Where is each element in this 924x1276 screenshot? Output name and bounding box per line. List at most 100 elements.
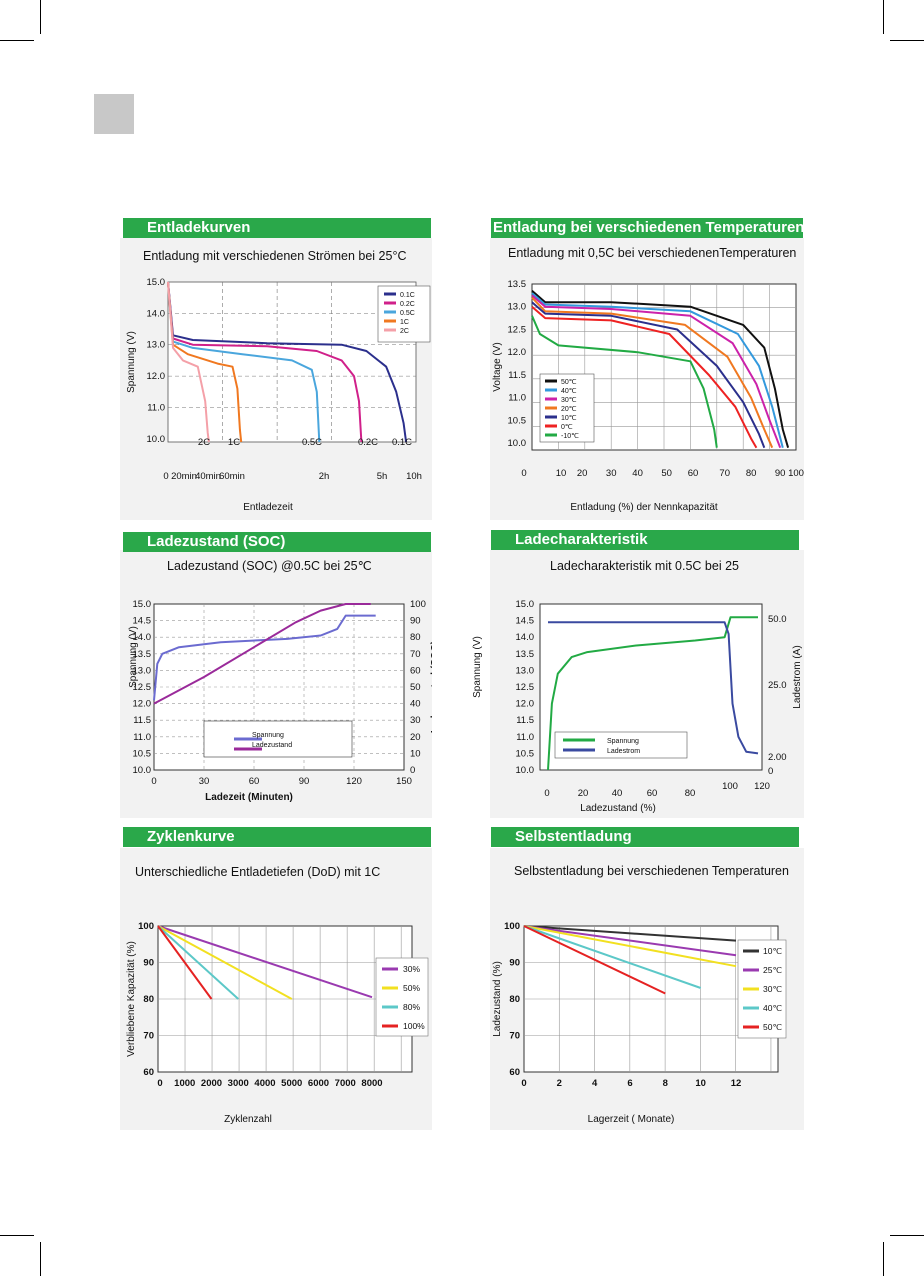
- crop-mark: [890, 40, 924, 41]
- x-tick-label: 5h: [377, 471, 388, 482]
- y-tick-label: 10.0: [147, 434, 166, 445]
- y-tick-label: 10.0: [516, 765, 535, 776]
- x-tick-label: 60: [688, 468, 699, 479]
- x-tick-label: 12: [731, 1078, 742, 1089]
- y2-tick-label: 30: [410, 715, 421, 726]
- chart-subtitle: Ladecharakteristik mit 0.5C bei 25: [550, 559, 739, 573]
- section-header: Selbstentladung: [491, 827, 799, 847]
- x-tick-label: 10: [556, 468, 567, 479]
- y2-tick-label: 70: [410, 649, 421, 660]
- y-axis-title: Ladezustand (%): [492, 961, 503, 1037]
- crop-mark: [883, 0, 884, 34]
- series-line: [531, 292, 784, 448]
- discharge-curves-chart: 15.0 14.0 13.0 12.0 11.0 10.0 0 20min40min60min…: [126, 277, 431, 513]
- y-axis-title: Spannung (V): [126, 331, 137, 393]
- x-tick-label: 90: [775, 468, 786, 479]
- x-tick-label: 70: [719, 468, 730, 479]
- x-tick-label: 7000: [335, 1078, 356, 1089]
- series-line: [167, 281, 408, 443]
- x-tick-label: 60: [647, 788, 658, 799]
- x-tick-label: 30: [199, 776, 210, 787]
- y-tick-label: 15.0: [133, 599, 152, 610]
- x-tick-label: 20: [577, 468, 588, 479]
- y-tick-label: 13.0: [508, 302, 527, 313]
- curve-label: 2C: [198, 437, 210, 448]
- x-tick-label: 80: [685, 788, 696, 799]
- x-axis-title: Ladezeit (Minuten): [205, 792, 293, 803]
- crop-mark: [40, 0, 41, 34]
- y-tick-label: 10.0: [508, 438, 527, 449]
- y-tick-label: 13.0: [133, 665, 152, 676]
- x-tick-label: 2000: [201, 1078, 222, 1089]
- y-tick-label: 11.5: [516, 715, 534, 726]
- y2-tick-label: 20: [410, 732, 421, 743]
- crop-mark: [0, 1235, 34, 1236]
- series-line: [531, 301, 766, 449]
- x-tick-label: 150: [396, 776, 412, 787]
- x-axis-title: Entladezeit: [243, 502, 293, 513]
- chart-subtitle: Entladung mit verschiedenen Strömen bei …: [143, 249, 407, 263]
- x-tick-label: 120: [346, 776, 362, 787]
- x-axis-title: Ladezustand (%): [580, 803, 656, 814]
- x-tick-label: 0: [151, 776, 156, 787]
- legend-label: 2C: [400, 328, 409, 335]
- x-tick-label: 10: [695, 1078, 706, 1089]
- x-axis-title: Lagerzeit ( Monate): [588, 1114, 675, 1125]
- y-tick-label: 11.0: [147, 402, 165, 413]
- x-tick-label: 120: [754, 781, 770, 792]
- legend-label: 50℃: [763, 1022, 782, 1032]
- y-axis-title: Spannung (V): [128, 626, 139, 688]
- series-line: [167, 281, 321, 443]
- x-tick-label: 10h: [406, 471, 422, 482]
- y-tick-label: 13.5: [508, 279, 527, 290]
- y2-tick-label: 25.0: [768, 680, 787, 691]
- soc-chart: 15.0 14.5 14.0 13.5 13.0 12.5 12.0 11.5 11.0 10.5…: [128, 599, 432, 803]
- y-tick-label: 10.5: [508, 415, 527, 426]
- y2-tick-label: 50: [410, 682, 421, 693]
- x-tick-label: 4: [592, 1078, 598, 1089]
- y-tick-label: 12.5: [516, 682, 535, 693]
- y-tick-label: 90: [509, 958, 520, 969]
- x-tick-label: 6: [627, 1078, 632, 1089]
- x-tick-label: 60min: [219, 471, 245, 482]
- x-tick-label: 6000: [308, 1078, 329, 1089]
- y2-tick-label: 60: [410, 665, 421, 676]
- y-tick-label: 10.5: [133, 748, 152, 759]
- legend-box: [203, 720, 353, 758]
- legend-label: Ladezustand: [252, 742, 292, 749]
- legend-label: 0℃: [561, 424, 573, 431]
- legend-label: 0.5C: [400, 310, 415, 317]
- legend-label: 30℃: [763, 984, 782, 994]
- legend-label: 40℃: [763, 1003, 782, 1013]
- series-line: [157, 925, 239, 1000]
- y2-tick-label: 40: [410, 699, 421, 710]
- section-header: Ladecharakteristik: [491, 530, 799, 550]
- series-line: [523, 925, 737, 942]
- y-tick-label: 11.5: [133, 715, 151, 726]
- legend-label: 25℃: [763, 965, 782, 975]
- section-header: Ladezustand (SOC): [123, 532, 431, 552]
- x-tick-label: 8000: [361, 1078, 382, 1089]
- x-axis-title: Zyklenzahl: [224, 1114, 272, 1125]
- y-tick-label: 60: [143, 1067, 154, 1078]
- legend-label: 30%: [403, 964, 420, 974]
- legend-label: Spannung: [607, 738, 639, 745]
- x-tick-label: 0: [544, 788, 549, 799]
- curve-label: 0.2C: [358, 437, 378, 448]
- x-tick-label: 0: [157, 1078, 162, 1089]
- x-tick-label: 0: [521, 1078, 526, 1089]
- legend-label: 40℃: [561, 388, 577, 395]
- x-tick-label: 30: [606, 468, 617, 479]
- curve-label: 1C: [228, 437, 240, 448]
- x-tick-label: 2: [557, 1078, 562, 1089]
- y-tick-label: 12.5: [508, 324, 527, 335]
- legend-box: [375, 957, 429, 1037]
- y-tick-label: 10.0: [133, 765, 152, 776]
- curve-label: 0.1C: [392, 437, 412, 448]
- series-line: [523, 925, 737, 957]
- legend-label: 0.1C: [400, 292, 415, 299]
- y-tick-label: 11.0: [133, 732, 151, 743]
- page-marker-block: [94, 94, 134, 134]
- x-tick-label: 20: [578, 788, 589, 799]
- legend-label: 50℃: [561, 379, 577, 386]
